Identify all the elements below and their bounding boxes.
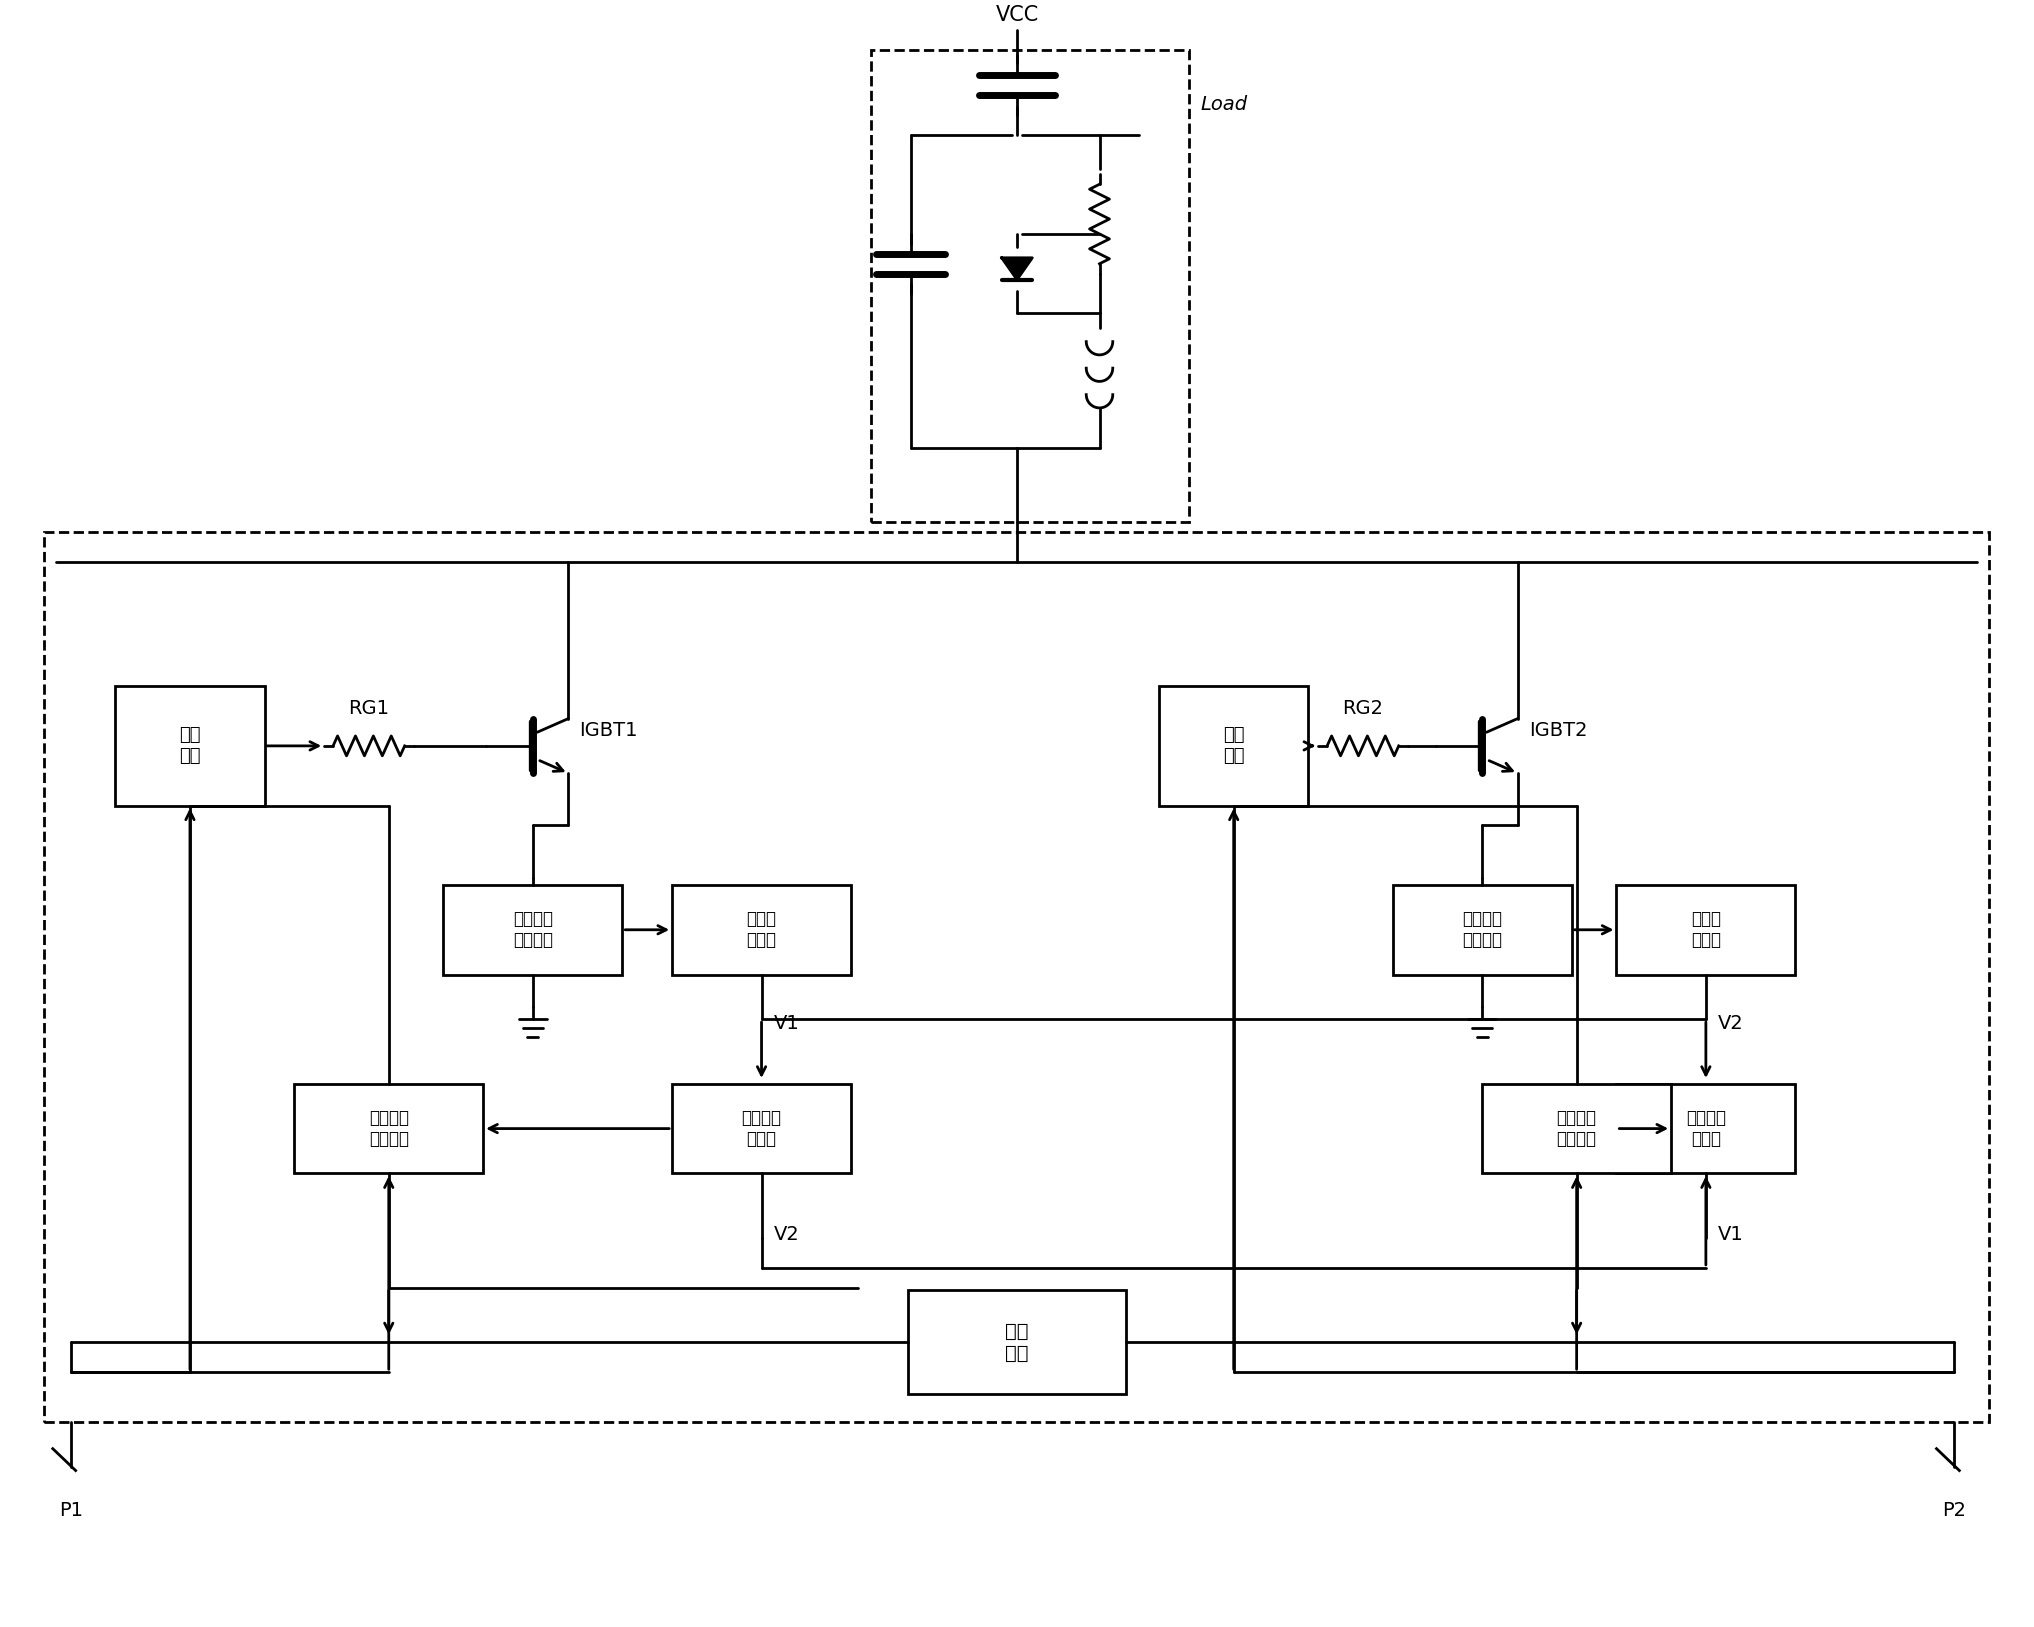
Text: V2: V2 bbox=[773, 1225, 799, 1245]
Text: 驱动
单元: 驱动 单元 bbox=[179, 727, 201, 765]
Text: Load: Load bbox=[1200, 96, 1249, 114]
Bar bbox=[295, 1084, 484, 1173]
Bar bbox=[871, 50, 1190, 522]
Bar bbox=[671, 885, 850, 975]
Text: 驱动
信号: 驱动 信号 bbox=[1005, 1321, 1029, 1363]
Text: P2: P2 bbox=[1942, 1502, 1967, 1520]
Bar bbox=[671, 1084, 850, 1173]
Text: IGBT1: IGBT1 bbox=[580, 721, 639, 740]
Text: 电流变化
采样单元: 电流变化 采样单元 bbox=[1462, 911, 1503, 949]
Text: V1: V1 bbox=[1719, 1225, 1743, 1245]
Bar bbox=[1393, 885, 1572, 975]
Bar bbox=[1617, 885, 1796, 975]
Bar bbox=[1617, 1084, 1796, 1173]
Text: 驱动
单元: 驱动 单元 bbox=[1222, 727, 1245, 765]
Text: VCC: VCC bbox=[995, 5, 1039, 24]
Polygon shape bbox=[1001, 257, 1033, 280]
Text: 驱动信号
补偿单元: 驱动信号 补偿单元 bbox=[368, 1110, 409, 1149]
Text: 电流还
原单元: 电流还 原单元 bbox=[1690, 911, 1721, 949]
Text: 电流变化
采样单元: 电流变化 采样单元 bbox=[513, 911, 553, 949]
Bar bbox=[116, 687, 264, 805]
Text: 驱动信号
补偿单元: 驱动信号 补偿单元 bbox=[1556, 1110, 1597, 1149]
Text: V2: V2 bbox=[1719, 1014, 1743, 1033]
Bar bbox=[907, 1290, 1127, 1394]
Bar bbox=[1483, 1084, 1672, 1173]
Text: RG1: RG1 bbox=[348, 700, 388, 718]
Text: 电流还
原单元: 电流还 原单元 bbox=[746, 911, 777, 949]
Text: IGBT2: IGBT2 bbox=[1530, 721, 1587, 740]
Text: 不均流运
算单元: 不均流运 算单元 bbox=[1686, 1110, 1727, 1149]
Bar bbox=[1159, 687, 1308, 805]
Bar bbox=[443, 885, 622, 975]
Text: V1: V1 bbox=[773, 1014, 799, 1033]
Text: RG2: RG2 bbox=[1342, 700, 1383, 718]
Bar bbox=[45, 532, 1989, 1422]
Text: 不均流运
算单元: 不均流运 算单元 bbox=[742, 1110, 781, 1149]
Text: P1: P1 bbox=[59, 1502, 83, 1520]
